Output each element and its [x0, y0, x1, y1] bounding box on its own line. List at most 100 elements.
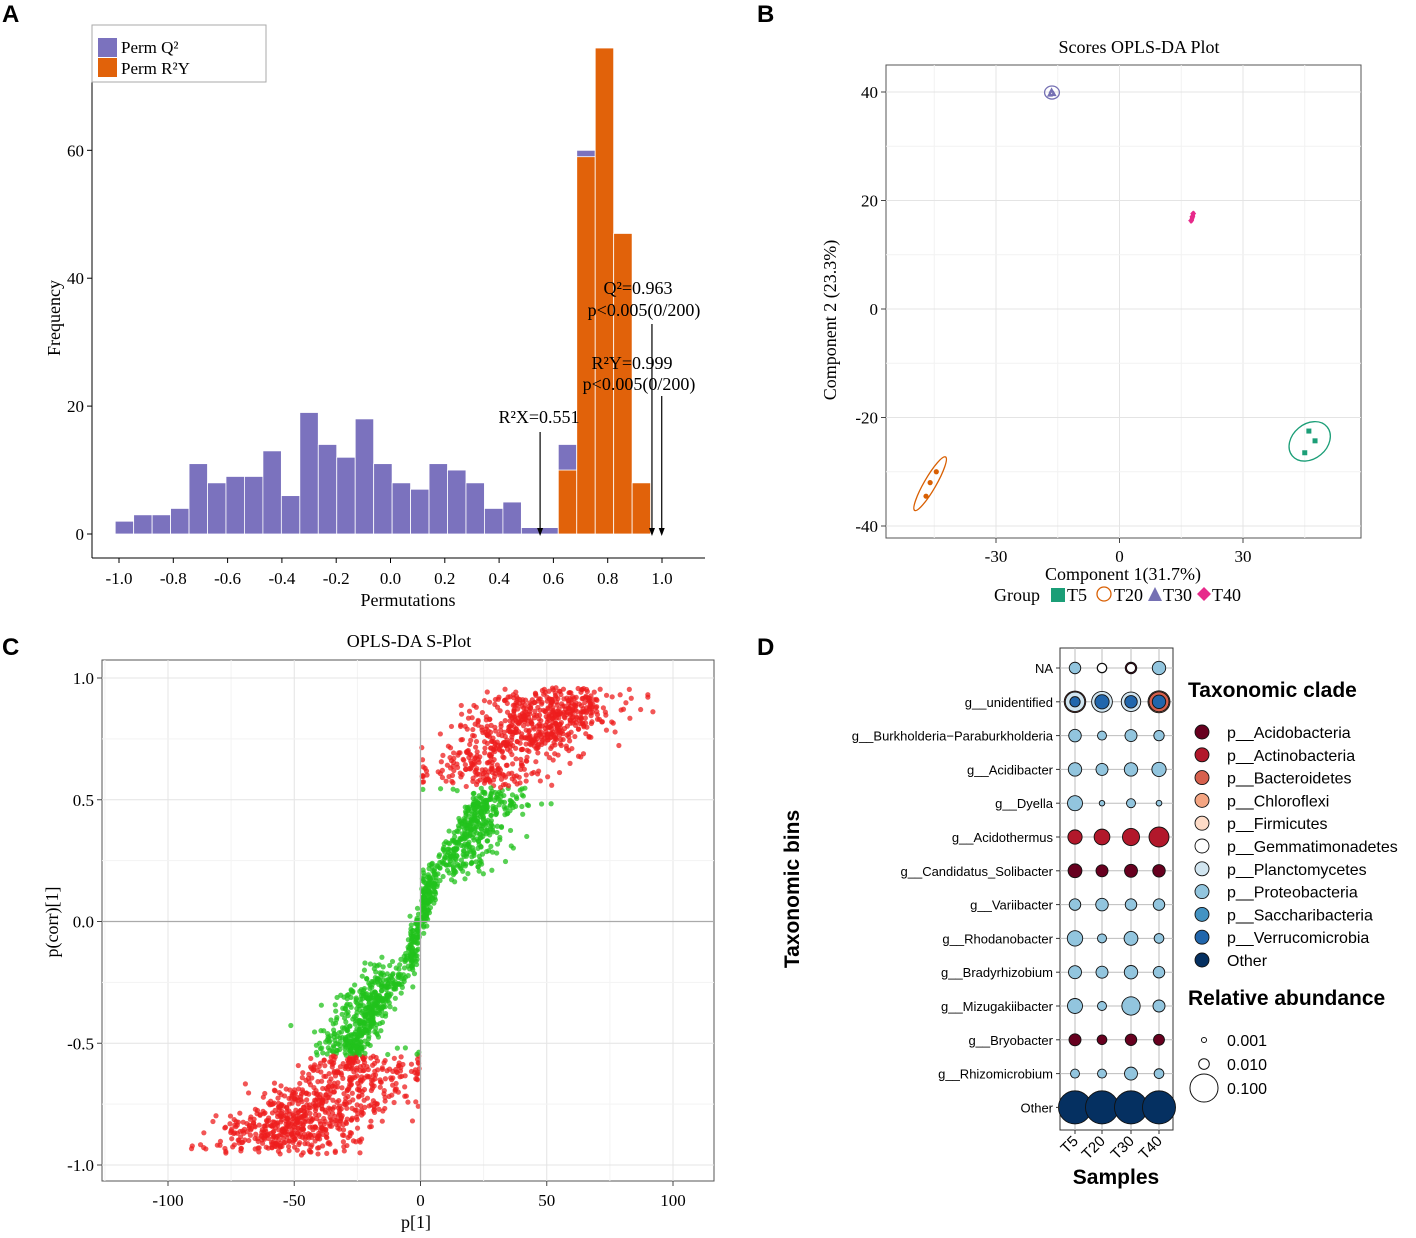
panel-a-arrows	[537, 324, 665, 536]
point-red	[471, 759, 477, 765]
point-red	[594, 708, 600, 715]
point-red	[488, 722, 494, 728]
point-red	[553, 694, 559, 700]
clade-legend-swatch	[1194, 929, 1210, 945]
x-tick-label: 0.2	[434, 569, 455, 588]
point-green	[311, 1029, 318, 1035]
bar-perm-q2-15	[391, 482, 411, 535]
point-green	[337, 1035, 343, 1041]
point-green	[369, 982, 375, 988]
point-red	[281, 1140, 287, 1146]
point-green	[505, 810, 511, 816]
panel-b-x-ticks: -30 0 30	[985, 538, 1252, 566]
point-red	[277, 1105, 283, 1111]
point-green	[375, 995, 381, 1001]
point-red	[543, 751, 550, 757]
row-label: NA	[1035, 661, 1053, 676]
point-red	[551, 734, 558, 740]
bubble-p-proteobacteria	[1097, 1068, 1107, 1079]
point-green	[437, 865, 443, 871]
point-green	[455, 863, 461, 869]
point-red	[467, 741, 473, 748]
point-green	[331, 1027, 337, 1033]
point-red	[301, 1118, 307, 1125]
point-red	[322, 1118, 328, 1124]
point-red	[329, 1083, 335, 1089]
point-red	[356, 1087, 363, 1093]
point-green	[483, 823, 489, 829]
point-red	[342, 1101, 348, 1108]
point-green	[475, 864, 481, 870]
point-red	[491, 757, 497, 763]
point-green	[353, 999, 359, 1005]
point-red	[347, 1074, 353, 1081]
point-green	[339, 1025, 346, 1031]
point-green	[362, 1050, 368, 1056]
bubble-p-verrucomicrobia	[1151, 694, 1167, 709]
point-red	[447, 745, 454, 751]
point-red	[473, 744, 479, 750]
point-red	[283, 1086, 289, 1092]
point-red	[513, 745, 519, 751]
point-red	[320, 1085, 326, 1092]
point-red	[346, 1099, 353, 1105]
point-green	[524, 833, 530, 840]
panel-b-y-ticks: 40 20 0 -20 -40	[855, 83, 886, 536]
point-green	[484, 838, 491, 844]
point-green	[489, 849, 496, 855]
bubble-p-proteobacteria	[1124, 1066, 1138, 1081]
point-green	[413, 961, 420, 968]
point-red	[560, 731, 566, 737]
bar-perm-q2-2	[151, 514, 171, 535]
point-green	[384, 971, 390, 977]
point-red	[414, 1076, 420, 1082]
point-red	[481, 739, 488, 745]
point-red	[509, 734, 515, 740]
point-red	[368, 1123, 374, 1130]
point-green	[477, 808, 484, 815]
point-red	[504, 709, 511, 715]
point-red	[450, 780, 456, 786]
y-tick-label: 60	[67, 141, 84, 160]
point-red	[578, 714, 584, 720]
point-red	[564, 695, 570, 701]
point-red	[462, 723, 468, 729]
point-red	[536, 741, 542, 747]
point-red	[276, 1090, 282, 1096]
point-red	[298, 1093, 304, 1100]
clade-legend-swatch	[1194, 906, 1210, 922]
point-green	[369, 990, 375, 996]
point-red	[513, 756, 519, 762]
x-tick-label: 50	[538, 1191, 555, 1210]
point-red	[481, 698, 488, 704]
point-red	[575, 726, 581, 732]
point-red	[309, 1142, 315, 1148]
point-green	[488, 843, 494, 849]
bubble-other	[1142, 1090, 1176, 1125]
point-red	[467, 766, 473, 772]
point-green	[361, 985, 368, 992]
bubble-p-proteobacteria	[1123, 762, 1139, 777]
point-red	[479, 724, 485, 730]
bubble-p-verrucomicrobia	[1094, 694, 1110, 710]
point-red	[357, 1150, 363, 1156]
point-green	[501, 792, 507, 799]
y-tick-label: 0.5	[73, 791, 94, 810]
point-red	[528, 701, 534, 708]
point-red	[448, 723, 455, 730]
x-tick-label: 0.8	[597, 569, 618, 588]
panel-c-y-ticks: 1.0 0.5 0.0 -0.5 -1.0	[67, 669, 102, 1175]
point-green	[405, 947, 412, 953]
point-red	[502, 733, 508, 740]
point-red	[463, 783, 469, 790]
clade-legend-label: p__Proteobacteria	[1227, 885, 1358, 902]
point-red	[360, 1063, 366, 1069]
point-red	[349, 1115, 355, 1121]
point-red	[472, 721, 478, 727]
point-red	[331, 1104, 337, 1110]
point-red	[332, 1113, 338, 1119]
point-red	[582, 699, 588, 706]
point-red	[368, 1087, 374, 1094]
point-green	[478, 858, 484, 865]
point-red	[492, 701, 498, 708]
